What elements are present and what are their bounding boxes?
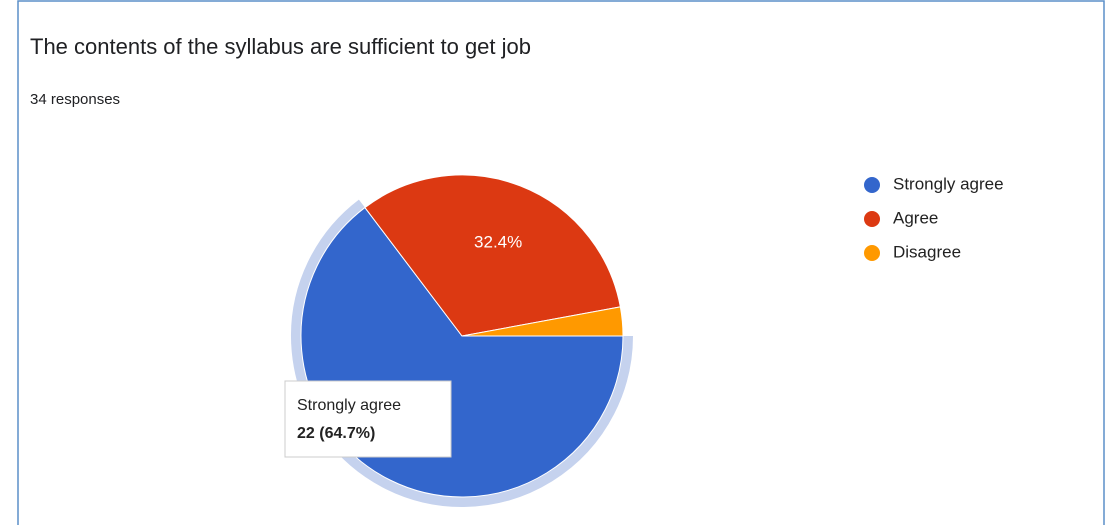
subtitle: 34 responses xyxy=(30,91,120,108)
legend-swatch xyxy=(864,177,880,193)
slice xyxy=(461,306,624,337)
legend-swatch xyxy=(864,245,880,261)
legend-label: Strongly agree xyxy=(893,174,1004,193)
legend-label: Disagree xyxy=(893,242,961,261)
tooltip-value: 22 (64.7%) xyxy=(297,425,375,442)
tooltip-category: Strongly agree xyxy=(297,397,401,414)
legend-label: Agree xyxy=(893,208,938,227)
hover-halo xyxy=(291,199,633,507)
slice-label: 32.4% xyxy=(474,232,522,251)
tooltip-box xyxy=(284,380,452,458)
slice xyxy=(364,174,621,337)
legend-swatch xyxy=(864,211,880,227)
tooltip: Strongly agree 22 (64.7%) xyxy=(284,380,452,458)
chart-title: The contents of the syllabus are suffici… xyxy=(30,34,531,59)
legend: Strongly agree Agree Disagree xyxy=(864,174,1004,261)
